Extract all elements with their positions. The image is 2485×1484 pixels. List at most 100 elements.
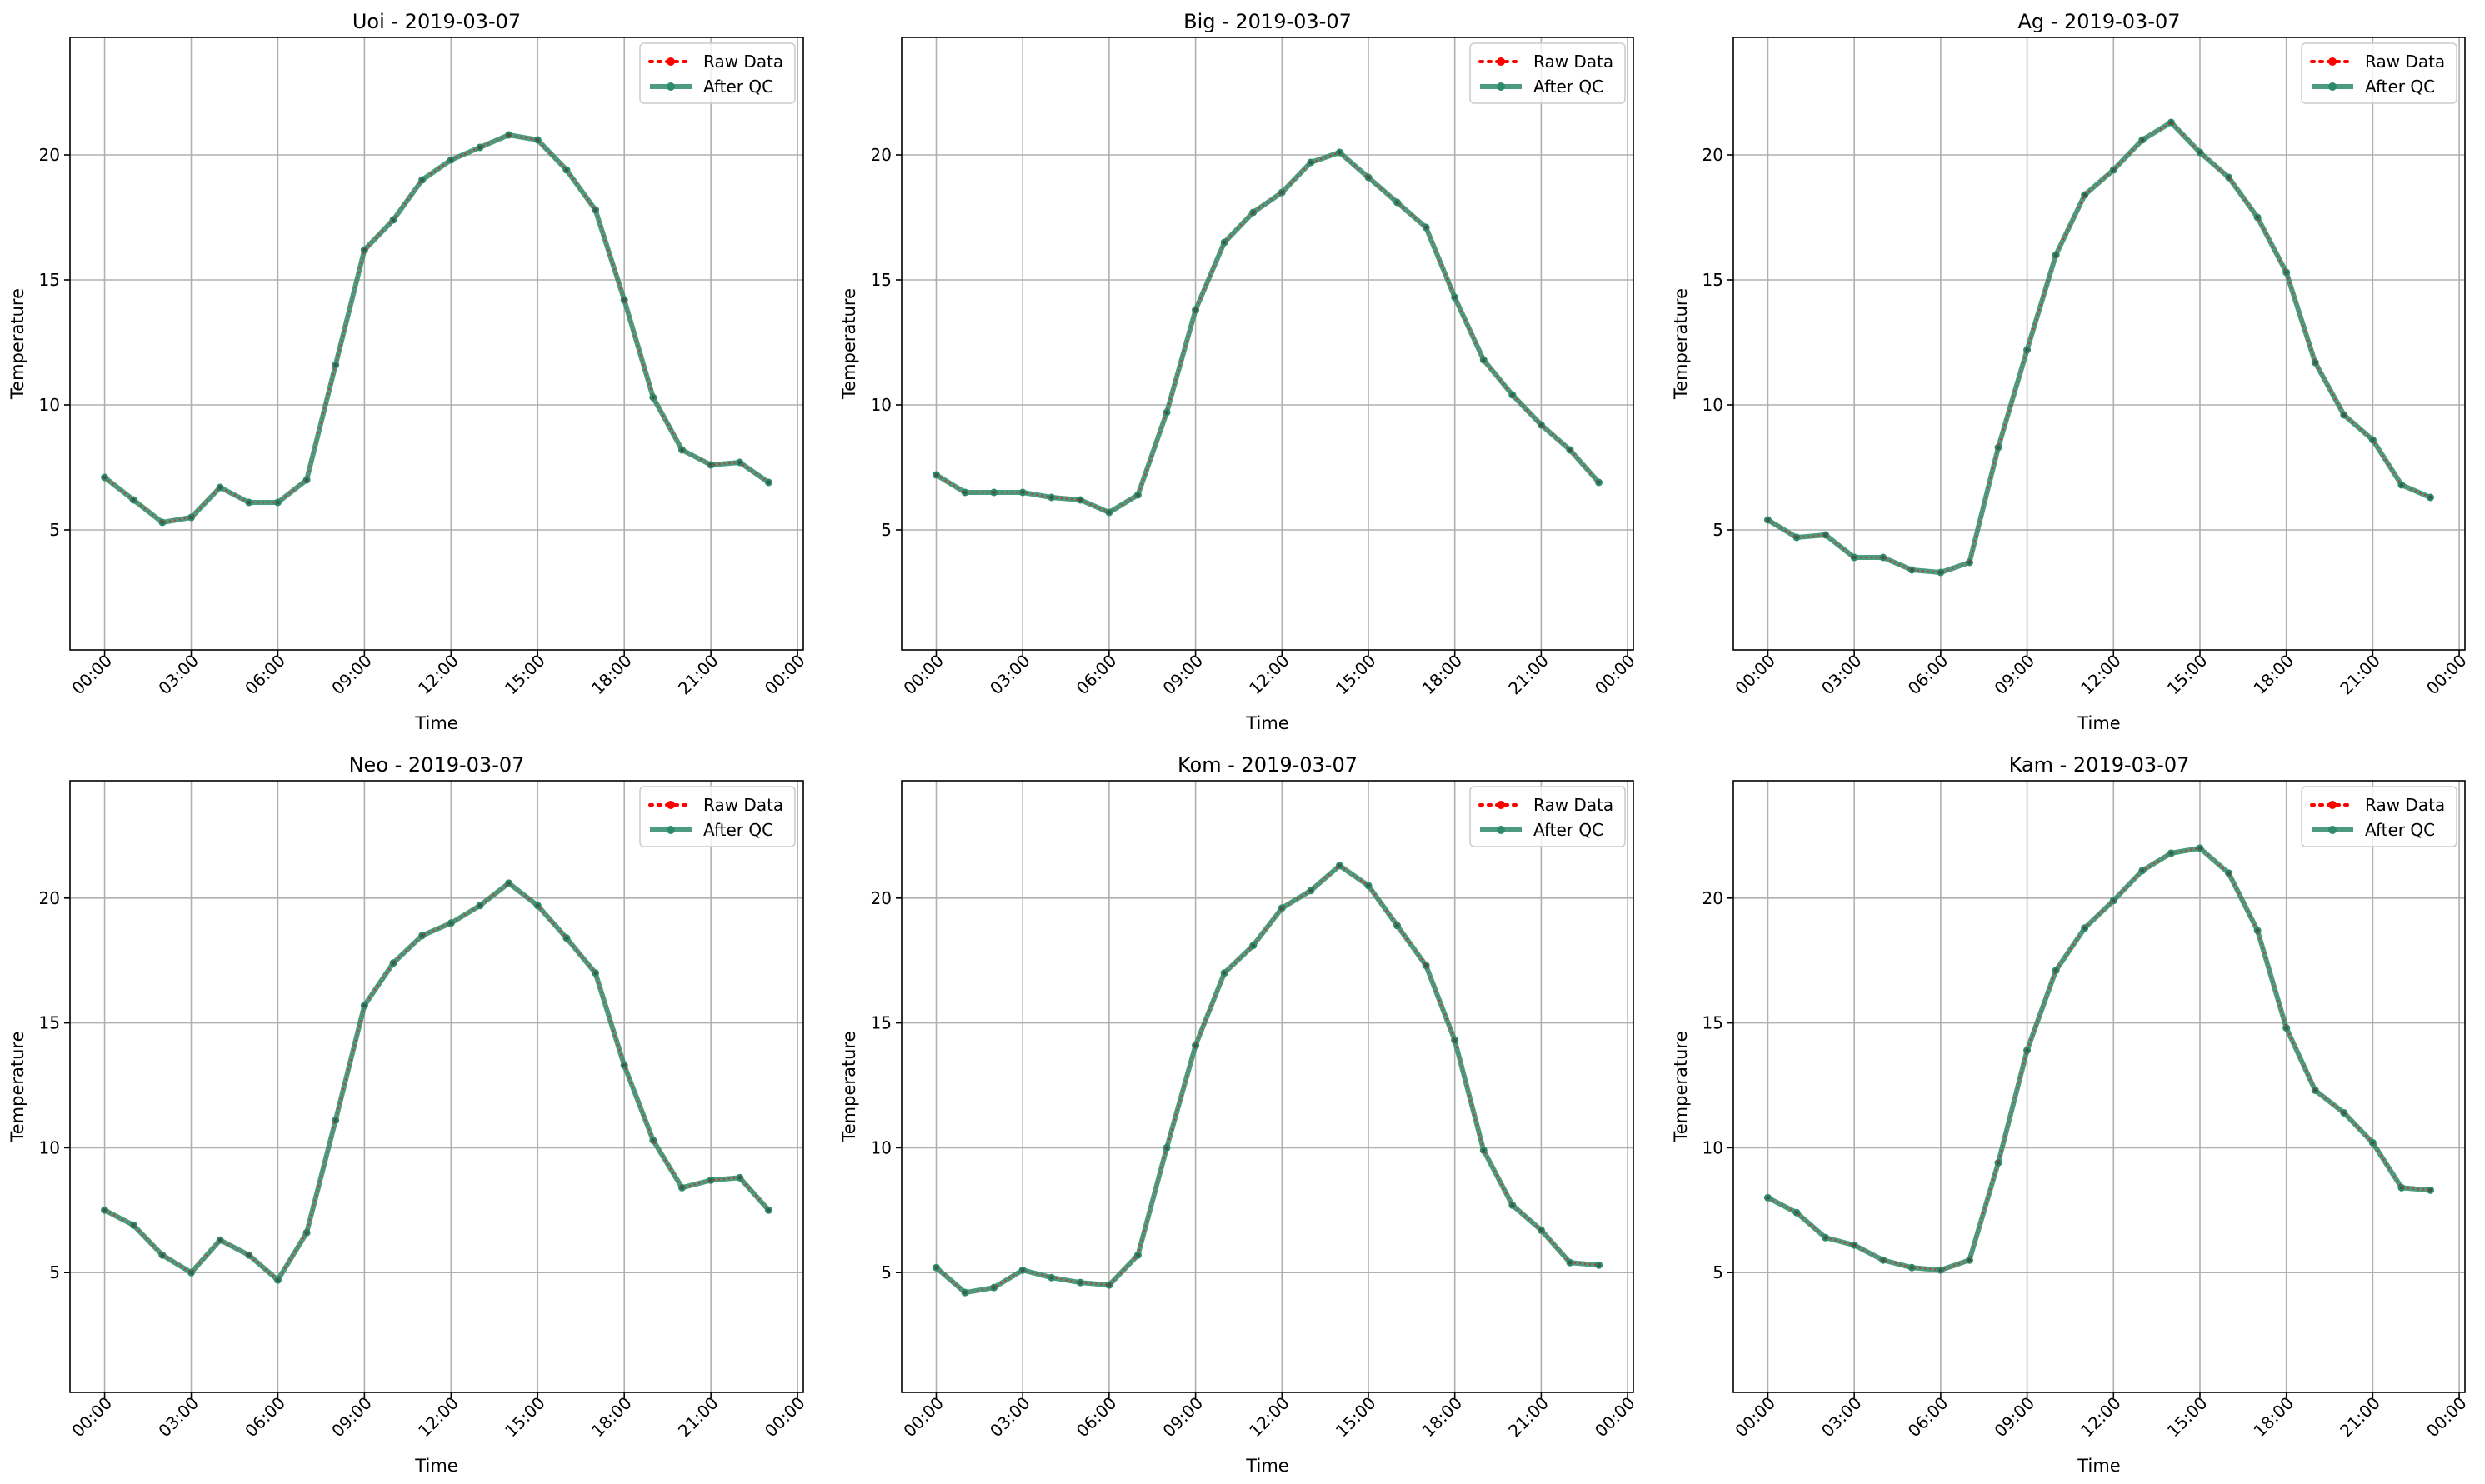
raw-data-point [593, 207, 598, 212]
subplot-3: 5 10 15 20 00:00 03:00 06:00 09:00 12:00 15:00 18:… [1671, 10, 2471, 733]
y-tick-label: 15 [39, 270, 60, 290]
legend-raw-label: Raw Data [703, 52, 783, 72]
legend-raw-label: Raw Data [1533, 795, 1613, 815]
legend-raw-marker [667, 801, 675, 809]
y-axis-label: Temperature [8, 288, 28, 400]
raw-data-point [651, 395, 656, 400]
legend-raw-label: Raw Data [703, 795, 783, 815]
x-tick-label: 21:00 [2336, 651, 2384, 699]
raw-data-point [1164, 1146, 1169, 1150]
x-tick-label: 21:00 [674, 651, 722, 699]
raw-data-point [333, 362, 338, 367]
raw-data-point [304, 1231, 309, 1235]
raw-data-point [247, 1253, 252, 1257]
raw-data-point [767, 480, 771, 485]
raw-data-point [2198, 150, 2202, 155]
y-tick-label: 10 [871, 1137, 892, 1157]
raw-data-point [1366, 175, 1371, 180]
subplot-2: 5 10 15 20 00:00 03:00 06:00 09:00 12:00 15:00 18:… [839, 10, 1639, 733]
x-tick-label: 00:00 [761, 1393, 809, 1442]
x-tick-label: 21:00 [1504, 651, 1552, 699]
legend-raw-label: Raw Data [2365, 52, 2445, 72]
raw-data-point [420, 177, 424, 182]
x-tick-label: 21:00 [1504, 1393, 1552, 1442]
raw-data-point [2025, 347, 2029, 352]
x-tick-label: 21:00 [2336, 1393, 2384, 1442]
raw-data-point [218, 1238, 222, 1242]
raw-data-point [333, 1118, 338, 1122]
legend-raw-marker [1497, 57, 1505, 66]
raw-data-point [2371, 437, 2375, 442]
x-tick-label: 12:00 [414, 651, 462, 699]
y-tick-label: 20 [39, 888, 60, 908]
raw-data-point [2169, 851, 2173, 856]
legend: Raw Data After QC [1469, 786, 1626, 847]
x-tick-label: 06:00 [1904, 1393, 1952, 1442]
raw-data-point [1794, 1211, 1799, 1215]
raw-data-point [507, 881, 511, 886]
raw-data-point [1193, 307, 1198, 312]
y-tick-label: 15 [871, 270, 892, 290]
raw-data-point [1766, 517, 1770, 522]
series-raw-data-line [103, 133, 769, 524]
raw-data-point [132, 1223, 136, 1227]
legend-qc-marker [2328, 82, 2337, 91]
raw-data-point [1020, 490, 1025, 495]
raw-data-point [2140, 137, 2145, 142]
raw-data-point [2227, 175, 2231, 180]
x-tick-label: 15:00 [501, 1393, 549, 1442]
y-tick-label: 10 [1702, 1137, 1723, 1157]
raw-data-point [1482, 357, 1486, 362]
y-tick-label: 20 [39, 145, 60, 165]
x-tick-label: 00:00 [2422, 651, 2471, 699]
raw-data-point [1423, 225, 1428, 230]
raw-data-point [1308, 160, 1313, 165]
y-tick-label: 20 [871, 145, 892, 165]
x-tick-label: 09:00 [328, 1393, 376, 1442]
x-tick-label: 03:00 [1818, 1393, 1866, 1442]
x-tick-label: 12:00 [1245, 1393, 1293, 1442]
y-axis-label: Temperature [839, 288, 859, 400]
raw-data-point [708, 1178, 713, 1182]
raw-data-point [102, 475, 107, 480]
legend-raw-label: Raw Data [2365, 795, 2445, 815]
subplot-1: 5 10 15 20 00:00 03:00 06:00 09:00 12:00 15:00 18:… [8, 10, 809, 733]
raw-data-point [564, 167, 569, 172]
x-tick-label: 00:00 [1731, 1393, 1779, 1442]
legend: Raw Data After QC [639, 786, 796, 847]
y-tick-label: 15 [871, 1013, 892, 1033]
legend-qc-marker [667, 82, 675, 91]
raw-data-point [420, 933, 424, 937]
raw-data-point [2313, 360, 2318, 365]
x-tick-label: 00:00 [1591, 651, 1639, 699]
raw-data-point [1938, 1268, 1943, 1272]
raw-data-point [1766, 1196, 1770, 1200]
raw-data-point [1338, 150, 1342, 155]
raw-data-point [1996, 1161, 2001, 1165]
legend-qc-marker [1497, 826, 1505, 834]
y-axis-label: Temperature [1671, 288, 1691, 400]
series-after-qc-line [1767, 845, 2431, 1273]
legend-raw-marker [2328, 801, 2337, 809]
raw-data-point [2342, 412, 2347, 417]
raw-data-point [680, 447, 684, 452]
raw-data-point [1568, 1261, 1572, 1265]
legend: Raw Data After QC [2301, 786, 2458, 847]
raw-data-point [1078, 497, 1082, 502]
y-tick-label: 20 [1702, 145, 1723, 165]
x-axis-label: Time [414, 713, 458, 733]
series-raw-data-line [104, 882, 770, 1282]
raw-data-point [1251, 210, 1255, 215]
raw-data-point [1338, 863, 1342, 868]
legend-qc-label: After QC [703, 820, 773, 840]
series-raw-data-line [1768, 847, 2431, 1272]
raw-data-point [992, 1285, 996, 1290]
y-tick-label: 15 [39, 1013, 60, 1033]
raw-data-point [1881, 555, 1885, 560]
raw-data-point [1395, 923, 1399, 927]
raw-data-point [1823, 532, 1828, 537]
raw-data-point [1823, 1236, 1828, 1240]
axes-frame [69, 37, 804, 651]
x-tick-label: 18:00 [1418, 1393, 1466, 1442]
